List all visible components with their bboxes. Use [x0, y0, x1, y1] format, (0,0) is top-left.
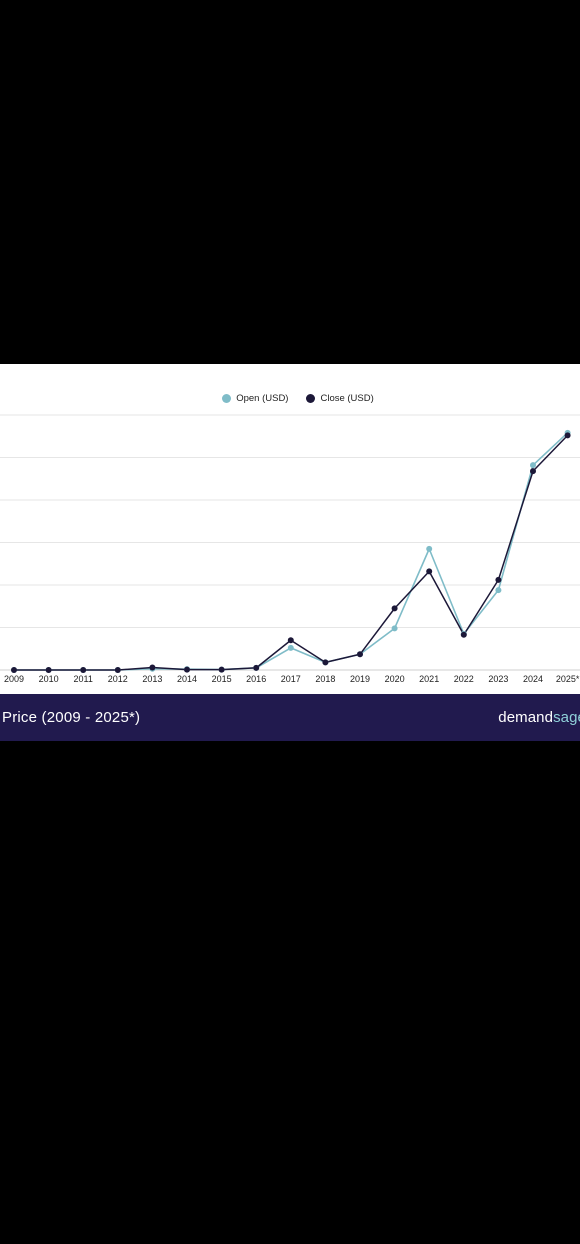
data-point-close-2019: [357, 651, 363, 658]
x-tick-label-2009: 2009: [4, 674, 24, 684]
x-tick-label-2011: 2011: [74, 674, 93, 684]
x-tick-label-2021: 2021: [419, 674, 439, 684]
x-tick-label-2012: 2012: [108, 674, 128, 684]
x-tick-label-2018: 2018: [315, 674, 335, 684]
x-tick-label-2025: 2025*: [556, 674, 580, 684]
data-point-open-2023: [495, 587, 502, 594]
legend-label-close: Close (USD): [320, 392, 374, 404]
data-point-close-2021: [426, 568, 433, 575]
data-point-close-2015: [218, 666, 225, 673]
data-point-close-2012: [114, 667, 121, 673]
data-point-close-2014: [184, 666, 190, 673]
legend-dot-close: [306, 393, 316, 403]
data-point-close-2022: [460, 631, 467, 638]
x-tick-label-2015: 2015: [212, 674, 232, 684]
data-point-open-2017: [287, 644, 294, 651]
data-point-close-2018: [322, 659, 329, 666]
brand-logo-part-b: sage: [553, 709, 580, 726]
chart-footer: Price (2009 - 2025*) demandsage: [0, 694, 580, 741]
data-point-close-2010: [45, 667, 52, 673]
x-tick-label-2014: 2014: [177, 674, 197, 684]
chart-card: 2009 2010 2011 2012 2013 2014 2015 2016 2017 2018…: [0, 364, 580, 694]
data-point-close-2013: [149, 664, 156, 671]
x-tick-label-2010: 2010: [39, 674, 59, 684]
brand-logo: demandsage: [498, 709, 580, 726]
data-point-open-2020: [391, 625, 398, 632]
data-point-close-2016: [253, 664, 260, 671]
x-tick-label-2022: 2022: [454, 674, 474, 684]
x-tick-label-2016: 2016: [246, 674, 266, 684]
line-chart: 2009 2010 2011 2012 2013 2014 2015 2016 2017 2018…: [0, 414, 580, 684]
x-tick-label-2019: 2019: [350, 674, 370, 684]
x-tick-label-2024: 2024: [523, 674, 543, 684]
data-point-close-2009: [11, 667, 17, 673]
chart-legend: Open (USD) Close (USD): [0, 391, 580, 405]
data-point-close-2023: [495, 576, 502, 583]
x-tick-label-2013: 2013: [142, 674, 162, 684]
x-tick-label-2017: 2017: [281, 674, 301, 684]
series-line-close: [14, 434, 569, 671]
series-line-open: [14, 432, 569, 671]
legend-dot-open: [222, 393, 232, 403]
x-tick-label-2020: 2020: [385, 674, 405, 684]
legend-item-close[interactable]: Close (USD): [306, 392, 374, 404]
data-point-close-2011: [80, 667, 87, 673]
x-tick-label-2023: 2023: [488, 674, 508, 684]
data-point-open-2024: [530, 462, 536, 469]
legend-label-open: Open (USD): [236, 392, 289, 404]
brand-logo-part-a: demand: [498, 709, 554, 726]
data-point-close-2024: [530, 468, 536, 475]
data-point-open-2021: [426, 545, 433, 552]
data-point-close-2017: [287, 637, 294, 644]
chart-title: Price (2009 - 2025*): [2, 709, 141, 726]
legend-item-open[interactable]: Open (USD): [222, 393, 288, 404]
data-point-close-2020: [391, 605, 398, 612]
data-point-close-2025: [564, 432, 571, 439]
